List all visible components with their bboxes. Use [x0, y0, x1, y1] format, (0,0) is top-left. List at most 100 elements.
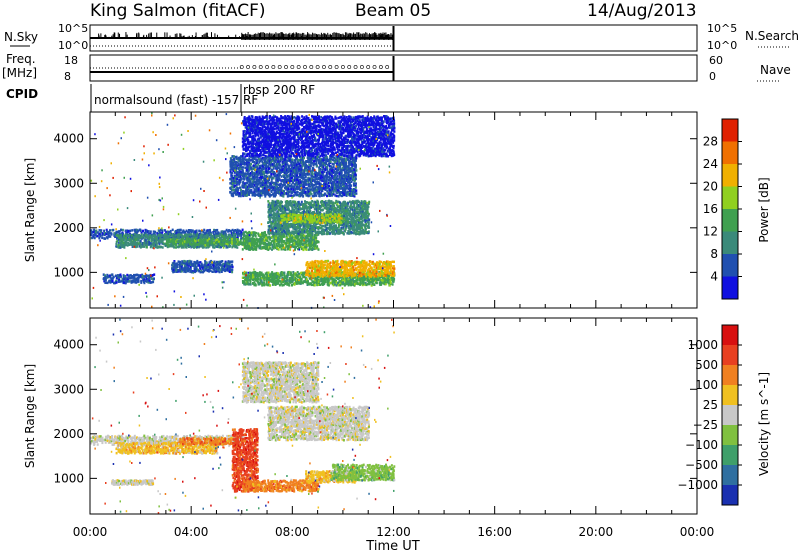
data-cell [392, 280, 395, 283]
data-cell [148, 243, 151, 246]
data-cell [393, 272, 396, 275]
data-cell [155, 238, 158, 242]
data-cell [109, 235, 112, 238]
data-cell [153, 273, 156, 276]
data-cell [274, 279, 277, 283]
cpid-entry-1: normalsound (fast) -157 RF [94, 93, 258, 107]
data-cell [197, 239, 200, 242]
data-cell [95, 229, 98, 232]
data-cell [122, 275, 125, 278]
data-cell [170, 239, 173, 242]
data-cell [119, 239, 122, 242]
data-cell [342, 281, 345, 284]
data-cell [150, 237, 153, 240]
data-cell [320, 271, 322, 274]
data-cell [134, 243, 137, 246]
data-cell [293, 283, 296, 286]
data-cell [143, 278, 146, 281]
data-cell [207, 241, 210, 245]
data-cell [265, 233, 268, 237]
data-cell [142, 279, 145, 282]
data-cell [161, 231, 164, 234]
data-cell [254, 284, 257, 287]
data-cell [247, 274, 250, 277]
data-cell [136, 234, 139, 237]
data-cell [321, 277, 324, 281]
data-cell [180, 270, 183, 273]
data-cell [285, 277, 288, 280]
data-cell [308, 271, 311, 275]
data-cell [287, 207, 290, 210]
data-cell [182, 268, 185, 271]
data-cell [104, 278, 107, 282]
data-cell [173, 270, 175, 273]
data-cell [332, 280, 335, 283]
data-cell [377, 278, 380, 282]
nave-marker [385, 65, 390, 69]
data-cell [128, 280, 131, 283]
data-cell [289, 277, 291, 280]
data-cell [352, 276, 355, 279]
data-cell [175, 246, 177, 249]
data-cell [323, 281, 326, 285]
data-cell [312, 280, 315, 283]
data-cell [209, 263, 212, 266]
data-cell [182, 246, 185, 249]
data-cell [317, 273, 320, 276]
data-cell [144, 279, 147, 283]
data-cell [101, 236, 104, 240]
nave-marker [252, 65, 257, 69]
freq-tick-top: 18 [64, 54, 78, 67]
data-cell [204, 244, 207, 247]
data-cell [328, 275, 331, 278]
data-cell [131, 237, 134, 240]
data-cell [349, 274, 352, 278]
data-cell [327, 279, 330, 282]
data-cell [139, 229, 142, 233]
data-cell [241, 276, 244, 279]
data-cell [243, 280, 246, 284]
data-cell [249, 281, 252, 284]
data-cell [210, 240, 213, 243]
data-cell [219, 260, 222, 264]
data-cell [309, 261, 312, 264]
data-cell [213, 236, 216, 240]
data-cell [109, 274, 112, 277]
data-cell [237, 230, 240, 233]
data-cell [281, 273, 284, 277]
data-cell [106, 281, 109, 285]
cpid-panel: CPID normalsound (fast) -157 RF rbsp 200… [6, 83, 315, 112]
data-cell [292, 278, 295, 282]
nave-marker [309, 65, 314, 69]
data-cell [389, 267, 392, 270]
data-cell [312, 261, 315, 264]
data-cell [188, 229, 190, 232]
data-cell [289, 279, 291, 283]
data-cell [299, 276, 302, 279]
data-cell [136, 276, 139, 280]
data-cell [140, 274, 143, 277]
data-cell [225, 246, 228, 249]
data-cell [311, 283, 314, 286]
data-cell [164, 233, 166, 236]
data-cell [120, 280, 123, 283]
data-cell [203, 269, 206, 273]
data-cell [272, 282, 275, 286]
data-cell [129, 274, 132, 277]
data-cell [122, 237, 125, 240]
data-cell [96, 234, 99, 238]
data-cell [178, 236, 180, 239]
data-cell [119, 235, 122, 238]
data-cell [234, 236, 237, 239]
data-cell [133, 275, 136, 278]
data-cell [269, 284, 272, 287]
data-cell [371, 278, 374, 281]
data-cell [183, 259, 186, 263]
data-cell [99, 231, 102, 234]
data-cell [131, 280, 134, 284]
data-cell [225, 261, 228, 264]
data-cell [101, 232, 104, 235]
data-cell [275, 280, 277, 284]
data-cell [235, 244, 237, 247]
